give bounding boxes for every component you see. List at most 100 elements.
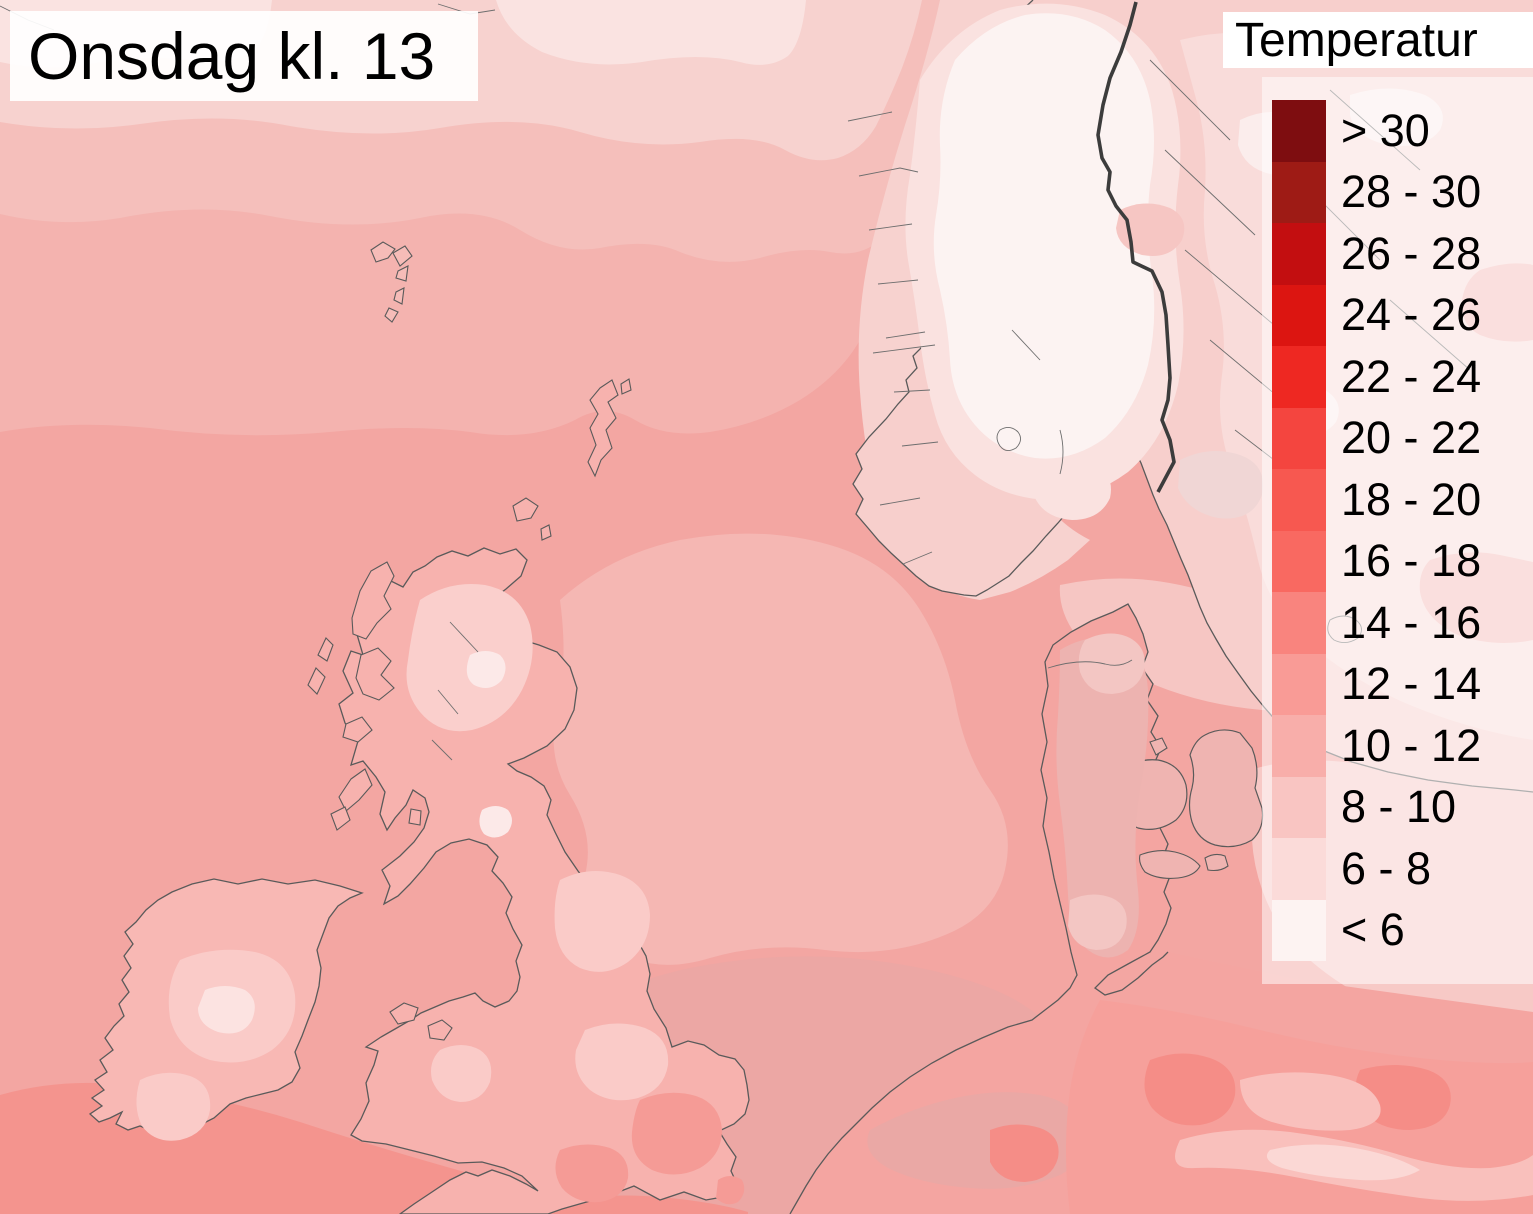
- fjord-line: [893, 389, 931, 393]
- continent-coastline: [789, 603, 1172, 1214]
- legend-label: 22 - 24: [1341, 350, 1482, 402]
- legend-item: 22 - 24: [1272, 346, 1481, 408]
- mottle-lighter-spot: [1266, 1144, 1420, 1181]
- fjord-line: [885, 331, 926, 339]
- scottish-islands: [307, 378, 632, 1041]
- legend-title-box: Temperatur: [1223, 12, 1533, 68]
- legend-item: > 30: [1272, 100, 1481, 162]
- legend-swatch: [1272, 899, 1326, 961]
- island-shetland-small: [620, 378, 632, 395]
- legend-swatch: [1272, 161, 1326, 223]
- island-jura: [338, 768, 373, 812]
- island-islay: [330, 806, 351, 831]
- island-uist-south: [307, 667, 326, 695]
- legend-label: 10 - 12: [1341, 719, 1482, 771]
- ireland-light-patch-2: [136, 1072, 211, 1141]
- fjord-line: [868, 223, 913, 231]
- legend-label: 24 - 26: [1341, 289, 1482, 341]
- mottle-warm-1: [1144, 1053, 1236, 1126]
- legend-label: 8 - 10: [1341, 781, 1457, 833]
- central-north-sea-light: [553, 533, 1008, 965]
- island-samso: [1149, 737, 1168, 756]
- sweden-river: [1164, 149, 1256, 236]
- island-lolland: [1139, 849, 1201, 879]
- fjord-line: [901, 441, 939, 447]
- island-zealand: [1188, 729, 1264, 848]
- scotland-loch: [431, 739, 453, 761]
- legend-label: 6 - 8: [1341, 842, 1432, 894]
- legend-item: 6 - 8: [1272, 838, 1481, 900]
- island-uist-north: [317, 637, 334, 662]
- norway-sweden-border: [1096, 1, 1176, 493]
- legend-swatch: [1272, 653, 1326, 715]
- legend-swatch: [1272, 776, 1326, 838]
- legend-label: < 6: [1341, 904, 1405, 956]
- limfjord-line: [1047, 659, 1133, 669]
- legend-swatch: [1272, 407, 1326, 469]
- midlands-light-patch: [575, 1023, 669, 1101]
- legend-label: 14 - 16: [1341, 596, 1482, 648]
- fjord-line: [879, 497, 921, 506]
- jutland-gray-wash: [1056, 637, 1149, 958]
- legend-item: 26 - 28: [1272, 223, 1481, 285]
- fjord-line: [858, 167, 919, 177]
- island-orkney-small: [540, 524, 552, 541]
- fjord-line: [872, 344, 936, 354]
- sea-blob-6-8-center: [496, 0, 806, 65]
- fjord-line: [877, 279, 919, 285]
- legend-swatch: [1272, 469, 1326, 531]
- island-arran: [408, 808, 422, 826]
- island-lewis: [351, 561, 395, 640]
- legend-item: 24 - 26: [1272, 284, 1482, 346]
- se-england-warm-patch: [631, 1092, 722, 1175]
- kent-warm-patch: [716, 1176, 745, 1205]
- map-title: Onsdag kl. 13: [28, 19, 436, 93]
- norway-lake-mjosa: [1059, 429, 1064, 475]
- island-isle-of-man: [427, 1019, 453, 1041]
- fjord-line: [902, 551, 933, 565]
- legend-color-bar: > 30 28 - 30 26 - 28 24 - 26 22 - 24 20 …: [1272, 100, 1481, 961]
- legend-swatch: [1272, 284, 1326, 346]
- pennines-light-patch: [554, 871, 650, 972]
- scotland-loch-ness: [449, 621, 479, 653]
- faroe-islands: [370, 241, 413, 323]
- legend-item: < 6: [1272, 899, 1481, 961]
- legend-panel: > 30 28 - 30 26 - 28 24 - 26 22 - 24 20 …: [1262, 77, 1533, 984]
- legend-label: 20 - 22: [1341, 412, 1482, 464]
- legend-swatch: [1272, 100, 1326, 162]
- island-anglesey: [389, 1002, 419, 1025]
- wales-light-patch: [431, 1045, 492, 1102]
- mottle-light-band-2: [1240, 1072, 1381, 1131]
- mottle-warm-3: [990, 1124, 1059, 1182]
- legend-swatch: [1272, 838, 1326, 900]
- island-mull: [342, 716, 373, 743]
- fjord-line: [847, 111, 893, 122]
- island-shetland-main: [587, 379, 619, 478]
- legend-item: 28 - 30: [1272, 161, 1481, 223]
- legend-swatch: [1272, 715, 1326, 777]
- sweden-river: [1149, 59, 1231, 141]
- legend-label: 26 - 28: [1341, 227, 1482, 279]
- legend-item: 18 - 20: [1272, 469, 1481, 531]
- sweden-pink-patch-3: [1116, 203, 1185, 256]
- legend-item: 12 - 14: [1272, 653, 1482, 715]
- legend-item: 16 - 18: [1272, 530, 1482, 592]
- cairngorm-white-spot-1: [466, 651, 506, 689]
- ireland-white-spot: [198, 986, 255, 1034]
- cairngorm-white-spot-2: [479, 806, 512, 838]
- legend-swatch: [1272, 223, 1326, 285]
- jutland-light-patch: [1078, 633, 1145, 694]
- map-title-box: Onsdag kl. 13: [10, 11, 478, 101]
- norway-valley-line: [1011, 329, 1041, 361]
- island-falster: [1204, 853, 1229, 872]
- legend-label: > 30: [1341, 104, 1430, 156]
- legend-label: 16 - 18: [1341, 535, 1482, 587]
- legend-label: 12 - 14: [1341, 658, 1482, 710]
- island-skye: [355, 647, 395, 701]
- legend-item: 10 - 12: [1272, 715, 1481, 777]
- norway-south-cool-tongue: [1033, 461, 1111, 520]
- legend-item: 20 - 22: [1272, 407, 1482, 469]
- legend-item: 8 - 10: [1272, 776, 1481, 838]
- island-orkney-main: [512, 497, 539, 522]
